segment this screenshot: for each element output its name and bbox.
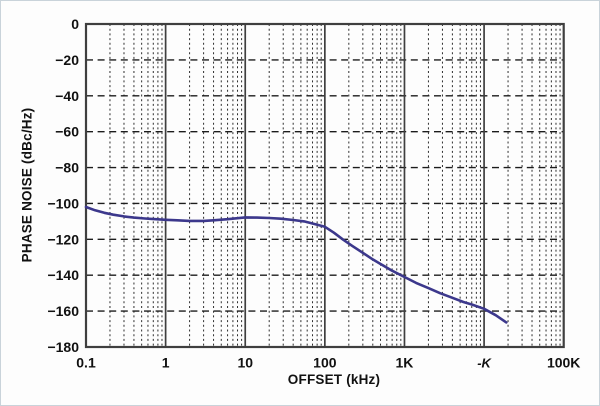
plot-frame — [84, 22, 565, 349]
y-tick-label: −60 — [55, 124, 79, 140]
y-axis-title: PHASE NOISE (dBc/Hz) — [19, 107, 35, 263]
x-tick-label: 1 — [162, 355, 170, 371]
phase-noise-curve — [84, 205, 508, 324]
x-tick-label: 100K — [547, 355, 580, 371]
y-tick-label: −100 — [47, 195, 79, 211]
y-tick-label: −40 — [55, 88, 79, 104]
y-tick-label: −80 — [55, 160, 79, 176]
x-tick-label: 10 — [237, 355, 253, 371]
y-tick-label: −160 — [47, 303, 79, 319]
y-tick-label: −180 — [47, 339, 79, 355]
y-tick-label: 0 — [71, 16, 79, 32]
x-tick-label: 1K — [396, 355, 414, 371]
x-tick-label: 100 — [313, 355, 337, 371]
x-axis-title: OFFSET (kHz) — [287, 372, 381, 387]
x-tick-label: -K — [477, 356, 492, 371]
y-tick-label: −20 — [55, 52, 79, 68]
y-tick-label: −140 — [47, 267, 79, 283]
y-tick-label: −120 — [47, 231, 79, 247]
x-tick-label: 0.1 — [76, 355, 96, 371]
